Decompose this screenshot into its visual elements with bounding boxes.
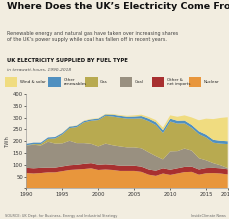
Text: in terawatt-hours, 1990-2018: in terawatt-hours, 1990-2018 xyxy=(7,68,71,72)
Text: Other &
net imports: Other & net imports xyxy=(166,78,189,86)
Text: SOURCE: UK Dept. for Business, Energy and Industrial Strategy: SOURCE: UK Dept. for Business, Energy an… xyxy=(5,214,117,218)
Text: Renewable energy and natural gas have taken over increasing shares
of the UK’s p: Renewable energy and natural gas have ta… xyxy=(7,31,177,42)
Text: InsideClimate News: InsideClimate News xyxy=(190,214,224,218)
Y-axis label: TWh: TWh xyxy=(5,135,10,147)
FancyBboxPatch shape xyxy=(5,77,17,87)
FancyBboxPatch shape xyxy=(151,77,164,87)
FancyBboxPatch shape xyxy=(188,77,200,87)
FancyBboxPatch shape xyxy=(85,77,97,87)
Text: Wind & solar: Wind & solar xyxy=(19,80,45,84)
FancyBboxPatch shape xyxy=(119,77,132,87)
Text: Coal: Coal xyxy=(134,80,143,84)
FancyBboxPatch shape xyxy=(48,77,61,87)
Text: UK ELECTRICITY SUPPLIED BY FUEL TYPE: UK ELECTRICITY SUPPLIED BY FUEL TYPE xyxy=(7,58,127,63)
Text: Gas: Gas xyxy=(100,80,107,84)
Text: Where Does the UK’s Electricity Come From?: Where Does the UK’s Electricity Come Fro… xyxy=(7,2,229,11)
Text: Nuclear: Nuclear xyxy=(203,80,218,84)
Text: Other
renewables: Other renewables xyxy=(63,78,86,86)
